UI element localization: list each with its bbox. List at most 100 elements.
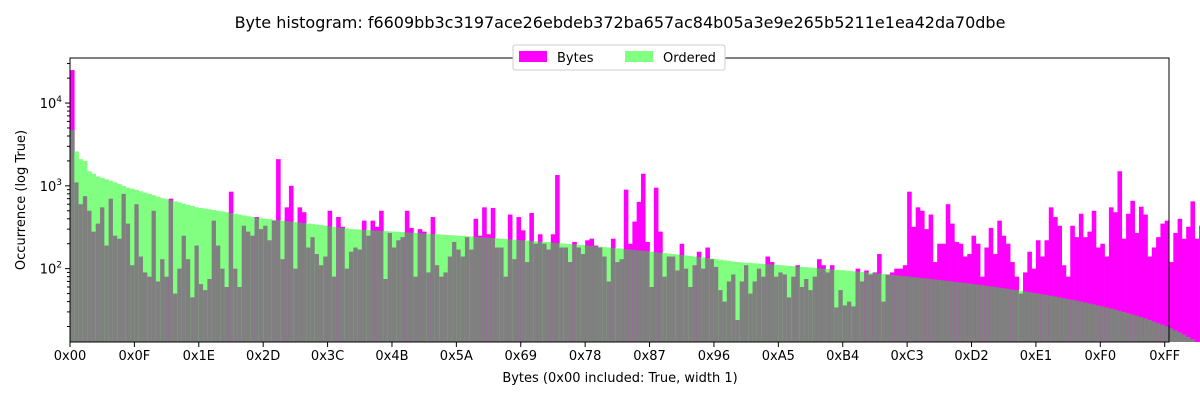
overlap-bar-229 [1053, 296, 1058, 342]
overlap-bar-10 [112, 235, 118, 342]
ordered-bar-155 [735, 262, 741, 342]
overlap-bar-179 [838, 290, 844, 342]
overlap-bar-72 [379, 230, 384, 342]
bytes-bar-216 [997, 220, 1002, 342]
overlap-bar-230 [1057, 297, 1062, 342]
overlap-bar-105 [520, 240, 526, 342]
overlap-bar-251 [1147, 319, 1153, 342]
overlap-bar-258 [1177, 332, 1183, 342]
bytes-bar-228 [1048, 207, 1054, 342]
overlap-bar-138 [662, 276, 668, 342]
overlap-bar-184 [859, 281, 865, 342]
overlap-bar-220 [1014, 290, 1020, 342]
overlap-bar-131 [632, 249, 637, 342]
overlap-bar-91 [460, 256, 466, 342]
bytes-bar-233 [1070, 225, 1075, 342]
overlap-bar-83 [426, 272, 431, 342]
x-tick-label-14: 0xD2 [954, 349, 988, 364]
overlap-bar-189 [881, 301, 886, 342]
overlap-bar-45 [263, 225, 268, 342]
overlap-bar-61 [331, 276, 337, 342]
overlap-bar-29 [194, 245, 200, 342]
overlap-bar-212 [980, 285, 985, 342]
overlap-bar-157 [743, 265, 749, 342]
overlap-bar-101 [503, 276, 509, 342]
overlap-bar-199 [924, 278, 929, 342]
overlap-bar-186 [868, 274, 874, 342]
overlap-bar-66 [353, 247, 358, 342]
y-tick-label-1: 103 [40, 178, 62, 195]
overlap-bar-206 [954, 281, 959, 342]
overlap-bar-191 [889, 274, 895, 342]
overlap-bar-2 [78, 204, 84, 342]
overlap-bar-79 [409, 232, 414, 342]
overlap-bar-35 [220, 268, 225, 342]
overlap-bar-221 [1018, 293, 1024, 342]
overlap-bar-84 [430, 234, 436, 342]
bytes-bar-257 [1173, 232, 1178, 342]
overlap-bar-248 [1134, 315, 1140, 342]
x-tick-label-1: 0x0F [119, 349, 151, 364]
overlap-bar-175 [821, 268, 826, 342]
overlap-bar-215 [992, 287, 998, 342]
overlap-bar-211 [975, 284, 981, 342]
overlap-bar-108 [533, 243, 539, 342]
x-tick-label-2: 0x1E [183, 349, 215, 364]
legend-swatch-bytes [519, 51, 547, 62]
overlap-bar-169 [795, 266, 801, 342]
overlap-bar-63 [340, 227, 346, 342]
overlap-bar-143 [683, 268, 689, 342]
bytes-bar-246 [1126, 213, 1131, 342]
overlap-bar-60 [327, 226, 333, 342]
overlap-bar-52 [293, 268, 298, 342]
overlap-bar-174 [816, 268, 822, 342]
overlap-bar-62 [336, 227, 341, 342]
overlap-bar-93 [469, 249, 474, 342]
overlap-bar-194 [902, 276, 908, 342]
chart-title: Byte histogram: f6609bb3c3197ace26ebdeb3… [235, 13, 1006, 32]
overlap-bar-55 [306, 247, 311, 342]
legend-swatch-ordered [625, 51, 653, 62]
overlap-bar-12 [121, 193, 127, 342]
overlap-bar-92 [464, 237, 470, 342]
bytes-bar-256 [1169, 262, 1174, 342]
x-tick-label-17: 0xFF [1149, 349, 1180, 364]
overlap-bar-159 [752, 281, 758, 342]
overlap-bar-7 [100, 207, 105, 342]
bytes-bar-238 [1091, 210, 1097, 342]
overlap-bar-160 [756, 268, 762, 342]
overlap-bar-201 [932, 279, 938, 342]
overlap-bar-113 [555, 243, 560, 342]
overlap-bar-38 [233, 268, 238, 342]
x-axis: 0x00 0x0F 0x1E 0x2D 0x3C 0x4B 0x5A 0x69 0x78 0x87… [54, 342, 1180, 364]
bytes-bar-197 [915, 207, 921, 342]
bytes-bar-253 [1156, 237, 1161, 342]
y-axis: 102 103 104 [40, 63, 70, 328]
overlap-bar-260 [1186, 336, 1191, 342]
overlap-bar-245 [1121, 311, 1127, 342]
overlap-bar-150 [713, 266, 719, 342]
overlap-bar-123 [598, 247, 603, 342]
ordered-bar-20 [155, 196, 161, 342]
overlap-bar-155 [735, 319, 741, 342]
ordered-bar-32 [207, 209, 212, 342]
overlap-bar-188 [877, 273, 882, 342]
overlap-bar-207 [958, 282, 964, 342]
overlap-bar-252 [1151, 321, 1157, 342]
overlap-bar-127 [615, 262, 620, 342]
overlap-bar-8 [104, 245, 109, 342]
overlap-bar-246 [1126, 313, 1131, 342]
overlap-bar-103 [512, 259, 517, 342]
bytes-bar-225 [1035, 240, 1041, 342]
overlap-bar-152 [722, 301, 728, 342]
overlap-bar-257 [1173, 330, 1178, 342]
overlap-bar-259 [1181, 334, 1187, 342]
bytes-bar-239 [1096, 247, 1101, 342]
overlap-bar-110 [542, 243, 547, 342]
overlap-bar-146 [696, 257, 702, 342]
overlap-bar-141 [675, 270, 680, 342]
overlap-bar-125 [606, 281, 612, 342]
overlap-bar-51 [288, 221, 294, 342]
ordered-bar-24 [173, 201, 178, 342]
